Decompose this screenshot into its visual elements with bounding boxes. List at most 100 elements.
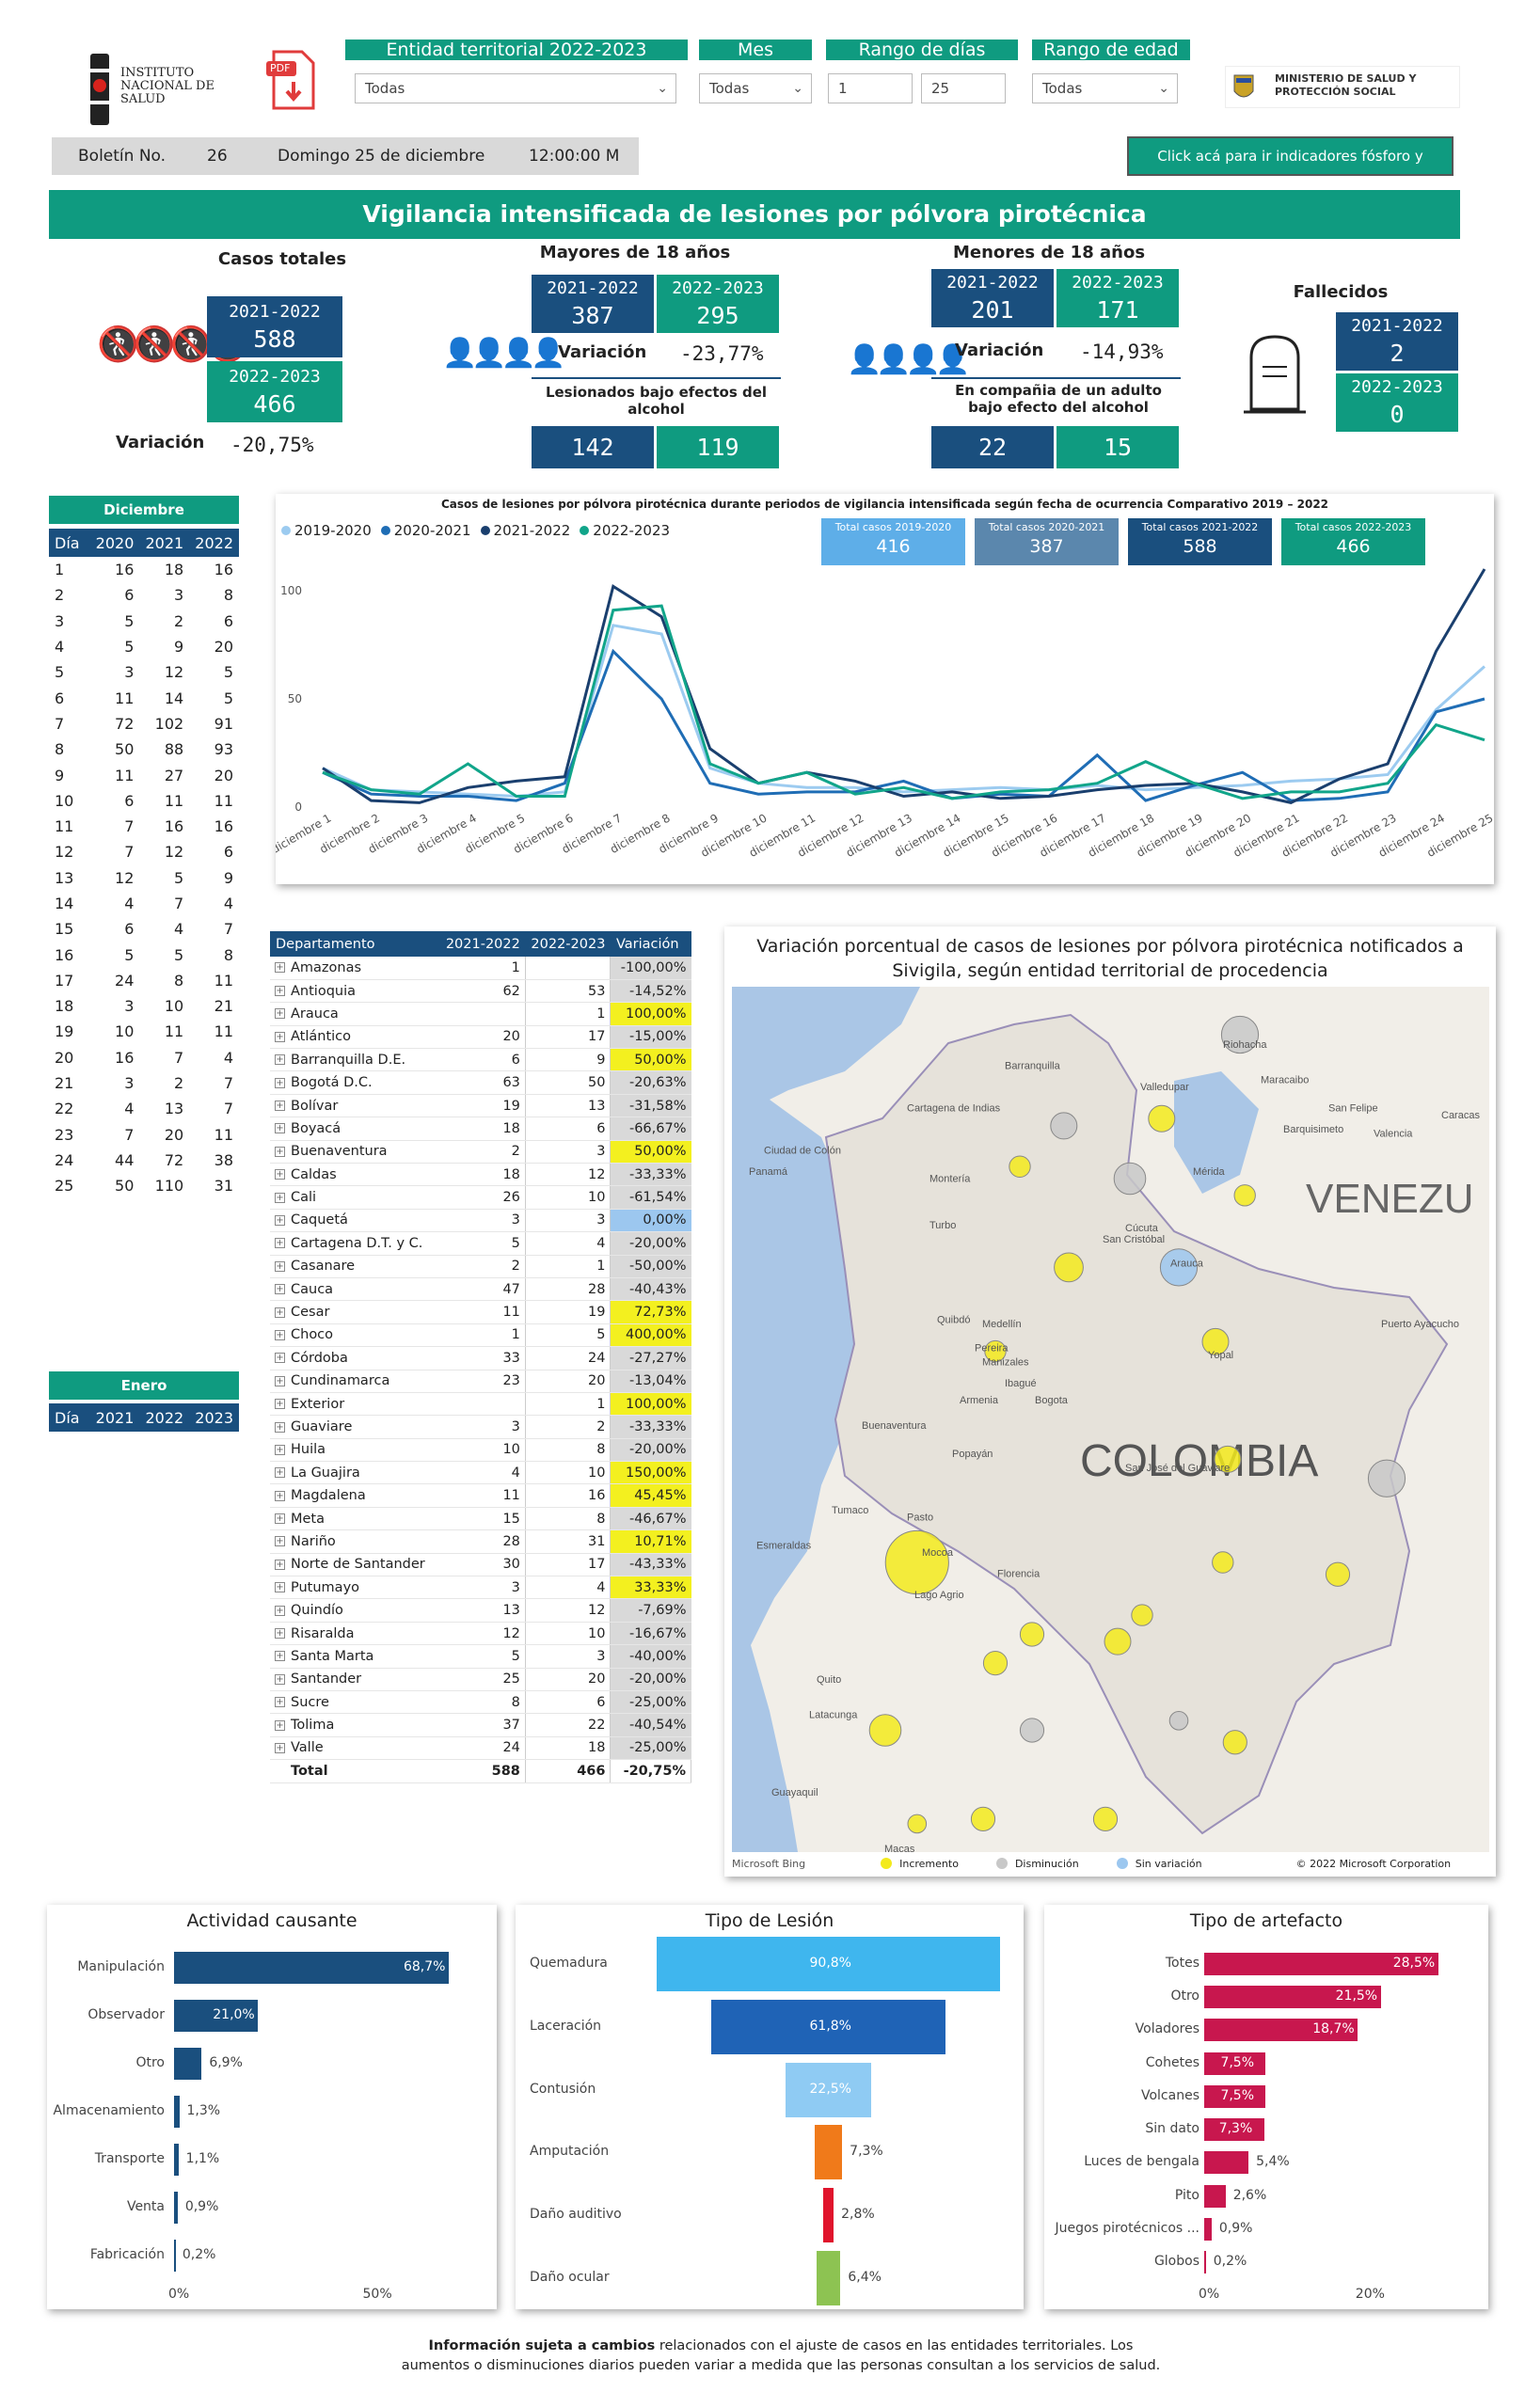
enero-header[interactable]: 2021 (95, 1408, 135, 1427)
bar[interactable] (174, 1952, 449, 1985)
enero-header[interactable]: 2022 (145, 1408, 184, 1427)
map-bubble[interactable] (868, 1714, 902, 1747)
table-row[interactable]: + Arauca 1 100,00% (270, 1002, 691, 1026)
filter-edad-dropdown[interactable]: Todas ⌄ (1032, 73, 1178, 103)
expand-icon[interactable]: + (275, 1077, 285, 1088)
expand-icon[interactable]: + (275, 1559, 285, 1570)
table-row[interactable]: + Cesar 11 19 72,73% (270, 1300, 691, 1324)
expand-icon[interactable]: + (275, 1284, 285, 1295)
table-row[interactable]: + Antioquia 62 53 -14,52% (270, 979, 691, 1004)
table-row[interactable]: + Atlántico 20 17 -15,00% (270, 1025, 691, 1050)
map-bubble[interactable] (1148, 1104, 1176, 1133)
expand-icon[interactable]: + (275, 1214, 285, 1226)
expand-icon[interactable]: + (275, 1307, 285, 1318)
diciembre-header[interactable]: 2021 (145, 533, 184, 552)
expand-icon[interactable]: + (275, 1123, 285, 1134)
table-row[interactable]: + Santander 25 20 -20,00% (270, 1668, 691, 1692)
table-row[interactable]: + Boyacá 18 6 -66,67% (270, 1117, 691, 1141)
table-row[interactable]: + Cartagena D.T. y C. 5 4 -20,00% (270, 1231, 691, 1256)
table-row[interactable]: + Putumayo 3 4 33,33% (270, 1576, 691, 1600)
map-bubble[interactable] (1222, 1730, 1247, 1755)
map-bubble[interactable] (1050, 1112, 1078, 1140)
table-row[interactable]: + Valle 24 18 -25,00% (270, 1736, 691, 1761)
map-bubble[interactable] (907, 1814, 928, 1834)
dept-header[interactable]: 2022-2023 (525, 931, 611, 957)
bar[interactable] (816, 2250, 841, 2305)
expand-icon[interactable]: + (275, 1605, 285, 1616)
map-bubble[interactable] (1201, 1327, 1230, 1355)
table-row[interactable]: + Santa Marta 5 3 -40,00% (270, 1644, 691, 1669)
table-row[interactable]: + La Guajira 4 10 150,00% (270, 1461, 691, 1485)
expand-icon[interactable]: + (275, 1628, 285, 1640)
bar[interactable] (1204, 2251, 1206, 2274)
diciembre-header[interactable]: 2022 (195, 533, 233, 552)
expand-icon[interactable]: + (275, 1054, 285, 1066)
table-row[interactable]: + Tolima 37 22 -40,54% (270, 1713, 691, 1737)
expand-icon[interactable]: + (275, 1719, 285, 1731)
table-row[interactable]: + Amazonas 1 -100,00% (270, 957, 691, 980)
expand-icon[interactable]: + (275, 1353, 285, 1364)
colombia-map[interactable]: COLOMBIA VENEZU Riohacha Cartagena de Ind… (732, 987, 1489, 1852)
bar[interactable] (814, 2125, 843, 2180)
map-bubble[interactable] (1131, 1604, 1153, 1626)
table-row[interactable]: + Norte de Santander 30 17 -43,33% (270, 1553, 691, 1577)
expand-icon[interactable]: + (275, 1673, 285, 1685)
bar[interactable] (1204, 2118, 1264, 2142)
bar[interactable] (174, 2191, 178, 2224)
enero-header[interactable]: 2023 (195, 1408, 233, 1427)
filter-mes-dropdown[interactable]: Todas ⌄ (699, 73, 812, 103)
map-bubble[interactable] (1009, 1155, 1031, 1178)
expand-icon[interactable]: + (275, 1513, 285, 1525)
map-bubble[interactable] (1214, 1445, 1242, 1473)
table-row[interactable]: + Sucre 8 6 -25,00% (270, 1690, 691, 1715)
enero-header[interactable]: Día (55, 1408, 80, 1427)
expand-icon[interactable]: + (275, 1260, 285, 1272)
series-line-2020-2021[interactable] (322, 648, 1485, 802)
bar[interactable] (174, 2048, 202, 2081)
table-row[interactable]: + Casanare 2 1 -50,00% (270, 1255, 691, 1278)
bar[interactable] (1204, 2052, 1266, 2075)
expand-icon[interactable]: + (275, 1536, 285, 1547)
map-bubble[interactable] (1019, 1718, 1045, 1743)
map-bubble[interactable] (1325, 1561, 1351, 1587)
indicadores-link-button[interactable]: Click acá para ir indicadores fósforo y … (1127, 136, 1454, 200)
bar[interactable] (822, 2188, 834, 2242)
bar[interactable] (1204, 2218, 1212, 2242)
table-row[interactable]: + Cali 26 10 -61,54% (270, 1185, 691, 1210)
expand-icon[interactable]: + (275, 1031, 285, 1042)
series-line-2022-2023[interactable] (322, 604, 1485, 800)
filter-dia-hasta-input[interactable]: 25 (921, 73, 1006, 103)
bar[interactable] (711, 2000, 945, 2054)
dept-header[interactable]: Variación (610, 931, 691, 957)
legend-item[interactable]: 2021-2022 (480, 522, 570, 539)
table-row[interactable]: + Nariño 28 31 10,71% (270, 1529, 691, 1554)
bar[interactable] (1204, 2084, 1266, 2108)
expand-icon[interactable]: + (275, 1399, 285, 1410)
expand-icon[interactable]: + (275, 1169, 285, 1180)
bar[interactable] (174, 2143, 179, 2176)
bar[interactable] (1204, 2151, 1249, 2175)
bar[interactable] (1204, 1952, 1438, 1975)
expand-icon[interactable]: + (275, 1146, 285, 1157)
expand-icon[interactable]: + (275, 1192, 285, 1203)
expand-icon[interactable]: + (275, 1238, 285, 1249)
expand-icon[interactable]: + (275, 1742, 285, 1753)
table-row[interactable]: + Córdoba 33 24 -27,27% (270, 1346, 691, 1370)
expand-icon[interactable]: + (275, 1651, 285, 1662)
bar[interactable] (1204, 2019, 1358, 2042)
map-bubble[interactable] (1054, 1252, 1084, 1283)
bar[interactable] (1204, 2184, 1226, 2208)
map-bubble[interactable] (1212, 1551, 1234, 1574)
map-bubble[interactable] (982, 1651, 1009, 1676)
expand-icon[interactable]: + (275, 1101, 285, 1112)
dept-header[interactable]: Departamento (270, 931, 440, 957)
table-row[interactable]: + Barranquilla D.E. 6 9 50,00% (270, 1048, 691, 1072)
table-row[interactable]: + Meta 15 8 -46,67% (270, 1507, 691, 1531)
expand-icon[interactable]: + (275, 1329, 285, 1340)
table-row[interactable]: + Buenaventura 2 3 50,00% (270, 1140, 691, 1164)
table-row[interactable]: + Bolívar 19 13 -31,58% (270, 1094, 691, 1118)
filter-entidad-dropdown[interactable]: Todas ⌄ (355, 73, 676, 103)
diciembre-header[interactable]: 2020 (95, 533, 135, 552)
table-row[interactable]: + Choco 1 5 400,00% (270, 1323, 691, 1348)
map-bubble[interactable] (970, 1806, 996, 1831)
